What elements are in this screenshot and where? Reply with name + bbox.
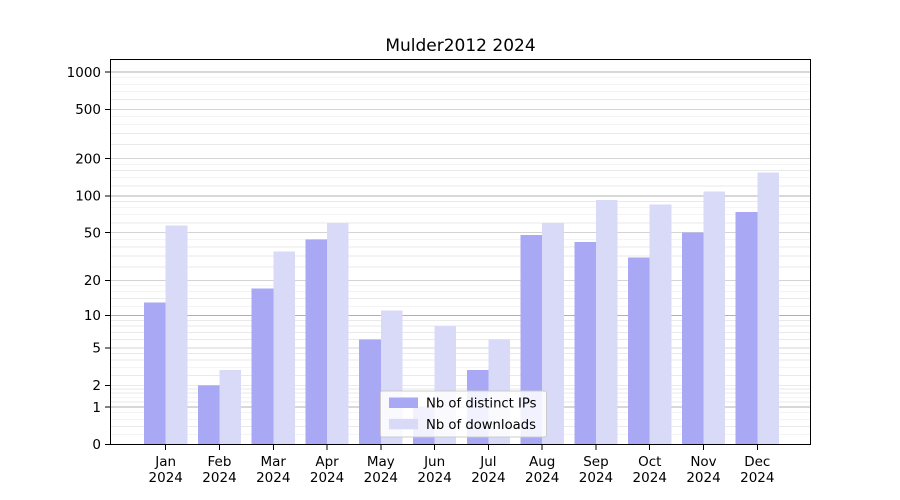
x-axis-month-label: Nov (690, 454, 716, 470)
legend: Nb of distinct IPs Nb of downloads (380, 390, 547, 438)
x-axis-year-label: 2024 (740, 470, 774, 486)
y-axis-tick-label: 5 (92, 341, 101, 357)
y-axis-tick-label: 1000 (67, 65, 101, 81)
bar-downloads (273, 251, 295, 445)
legend-box (380, 390, 547, 438)
x-axis-year-label: 2024 (202, 470, 236, 486)
x-axis-month-label: Aug (529, 454, 555, 470)
legend-label-distinct-ips: Nb of distinct IPs (426, 397, 537, 412)
x-axis-month-label: Oct (638, 454, 661, 470)
bar-distinct-ips (574, 241, 596, 445)
chart-title: Mulder2012 2024 (385, 36, 535, 56)
x-axis-month-label: Feb (208, 454, 232, 470)
y-axis-tick-label: 50 (84, 225, 101, 241)
x-axis-month-label: Jun (423, 454, 445, 470)
bar-downloads (703, 191, 726, 445)
legend-swatch-distinct-ips (389, 397, 418, 408)
y-axis-ticks (105, 71, 111, 445)
y-axis-tick-label: 20 (84, 273, 101, 289)
bar-downloads (327, 222, 349, 445)
plot-border (110, 59, 811, 445)
bar-distinct-ips (305, 239, 328, 445)
y-axis-tick-label: 0 (92, 437, 101, 453)
legend-swatch-downloads (389, 418, 418, 430)
bar-distinct-ips (681, 232, 704, 445)
bar-distinct-ips (251, 288, 274, 445)
bar-distinct-ips (735, 211, 758, 445)
bar-distinct-ips (197, 385, 220, 445)
bar-downloads (595, 200, 618, 445)
x-axis-ticks (165, 444, 758, 450)
bar-distinct-ips (144, 302, 166, 445)
x-axis-month-label: Dec (744, 454, 770, 470)
x-axis-year-label: 2024 (310, 470, 344, 486)
bar-distinct-ips (628, 257, 650, 445)
y-axis-tick-label: 10 (84, 308, 101, 324)
bars-downloads (165, 172, 779, 445)
y-axis-tick-label: 500 (75, 102, 101, 118)
x-axis-month-label: Apr (315, 454, 339, 470)
y-axis-tick-label: 2 (92, 378, 101, 394)
x-axis-year-label: 2024 (633, 470, 667, 486)
x-axis-month-label: May (367, 454, 395, 470)
x-axis-year-label: 2024 (149, 470, 183, 486)
x-axis-year-label: 2024 (256, 470, 290, 486)
bar-downloads (757, 172, 779, 445)
x-axis-month-label: Sep (583, 454, 608, 470)
x-axis-labels: Jan2024Feb2024Mar2024Apr2024May2024Jun20… (149, 454, 775, 486)
bar-downloads (542, 222, 564, 445)
y-axis-labels: 0 1 2 5 10 20 50 100 200 500 1000 (67, 65, 101, 453)
x-axis-month-label: Jul (479, 454, 496, 470)
x-axis-year-label: 2024 (471, 470, 505, 486)
y-axis-tick-label: 1 (92, 400, 101, 416)
x-axis-month-label: Jan (154, 454, 176, 470)
y-axis-tick-label: 200 (75, 151, 101, 167)
x-axis-year-label: 2024 (686, 470, 720, 486)
bar-downloads (165, 225, 188, 445)
legend-label-downloads: Nb of downloads (426, 418, 536, 433)
y-axis-tick-label: 100 (75, 189, 101, 205)
bar-downloads (219, 369, 242, 445)
x-axis-year-label: 2024 (417, 470, 451, 486)
x-axis-year-label: 2024 (525, 470, 559, 486)
bar-downloads (649, 204, 672, 445)
bar-distinct-ips (359, 339, 381, 445)
x-axis-month-label: Mar (261, 454, 287, 470)
x-axis-year-label: 2024 (364, 470, 398, 486)
x-axis-year-label: 2024 (579, 470, 613, 486)
